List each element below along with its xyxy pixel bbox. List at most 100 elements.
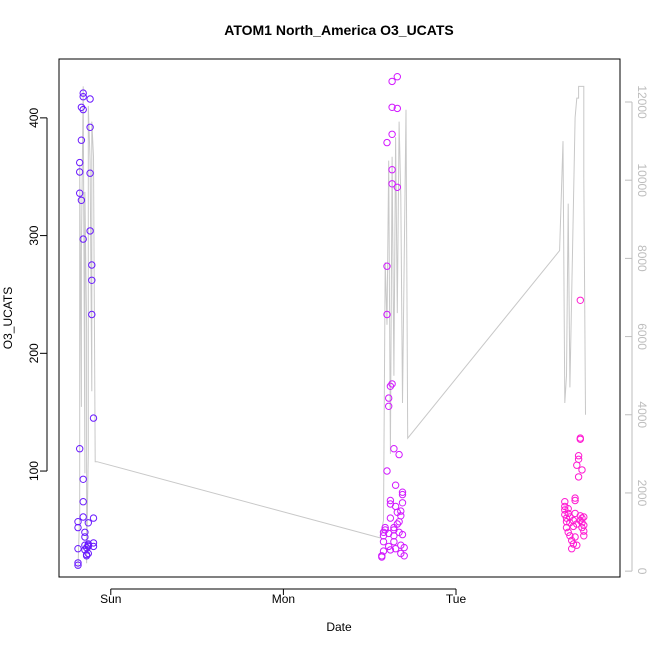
data-point bbox=[86, 123, 94, 132]
data-point bbox=[79, 235, 87, 243]
data-point bbox=[76, 168, 84, 176]
data-point bbox=[393, 520, 401, 528]
data-point bbox=[574, 473, 583, 481]
data-point bbox=[562, 523, 571, 532]
y2-tick-label: 10000 bbox=[635, 164, 649, 198]
data-point bbox=[383, 310, 391, 319]
data-point bbox=[571, 533, 579, 541]
data-point bbox=[386, 514, 395, 522]
data-point bbox=[397, 512, 405, 520]
data-point bbox=[571, 496, 579, 505]
data-point bbox=[390, 445, 398, 453]
data-point bbox=[385, 542, 393, 551]
y2-tick-label: 12000 bbox=[635, 85, 649, 119]
data-point bbox=[79, 89, 87, 97]
data-point bbox=[386, 496, 395, 505]
data-point bbox=[379, 547, 388, 555]
data-point bbox=[576, 512, 584, 520]
data-point bbox=[580, 532, 588, 540]
data-point bbox=[580, 527, 588, 535]
data-point bbox=[391, 545, 400, 553]
data-point bbox=[89, 539, 98, 547]
data-point bbox=[569, 540, 578, 548]
y2-tick-label: 4000 bbox=[635, 401, 649, 428]
data-point bbox=[84, 519, 93, 527]
data-point bbox=[88, 261, 96, 269]
data-point bbox=[89, 514, 98, 522]
data-point bbox=[81, 533, 89, 541]
y-tick-label: 300 bbox=[27, 225, 41, 245]
data-point bbox=[568, 545, 576, 553]
y-axis-label: O3_UCATS bbox=[1, 287, 15, 349]
data-point bbox=[574, 455, 583, 463]
axes: 100200300400020004000600080001000012000S… bbox=[27, 85, 649, 606]
data-point bbox=[580, 521, 588, 529]
data-point bbox=[79, 498, 87, 506]
data-point bbox=[89, 542, 98, 551]
data-point bbox=[76, 189, 84, 197]
data-point bbox=[395, 450, 403, 459]
data-point bbox=[84, 549, 93, 558]
data-point bbox=[398, 488, 407, 496]
data-point bbox=[383, 262, 391, 270]
data-point bbox=[398, 490, 407, 499]
data-point bbox=[77, 196, 86, 205]
data-point bbox=[578, 514, 586, 522]
data-point bbox=[383, 138, 391, 147]
data-point bbox=[79, 105, 87, 114]
x-tick-label: Sun bbox=[100, 592, 121, 606]
data-point bbox=[74, 545, 82, 553]
o3-points bbox=[74, 73, 588, 569]
data-point bbox=[74, 523, 82, 532]
data-point bbox=[385, 394, 393, 402]
data-point bbox=[571, 494, 579, 502]
data-point bbox=[388, 103, 396, 112]
data-point bbox=[74, 518, 82, 526]
data-point bbox=[388, 380, 396, 388]
data-point bbox=[393, 183, 401, 192]
data-point bbox=[398, 499, 407, 507]
data-point bbox=[79, 93, 87, 101]
y2-tick-label: 6000 bbox=[635, 323, 649, 350]
y2-tick-label: 2000 bbox=[635, 480, 649, 507]
data-point bbox=[391, 481, 400, 489]
data-point bbox=[89, 414, 98, 422]
data-point bbox=[378, 552, 386, 560]
data-point bbox=[79, 513, 87, 521]
data-point bbox=[388, 180, 396, 188]
y2-tick-label: 0 bbox=[635, 568, 649, 575]
data-point bbox=[580, 513, 588, 521]
data-point bbox=[381, 523, 389, 532]
data-point bbox=[86, 95, 94, 103]
data-point bbox=[562, 514, 571, 522]
data-point bbox=[574, 452, 583, 460]
data-point bbox=[564, 528, 572, 536]
data-point bbox=[400, 552, 408, 560]
data-point bbox=[74, 561, 82, 569]
data-point bbox=[578, 466, 586, 474]
data-point bbox=[79, 475, 87, 483]
data-point bbox=[561, 498, 569, 506]
data-point bbox=[400, 543, 408, 552]
x-tick-label: Mon bbox=[272, 592, 295, 606]
data-point bbox=[578, 523, 586, 532]
data-point bbox=[385, 402, 393, 410]
data-point bbox=[81, 528, 89, 536]
data-point bbox=[76, 445, 84, 453]
data-point bbox=[86, 169, 94, 177]
data-point bbox=[76, 158, 84, 167]
data-point bbox=[566, 532, 574, 540]
data-point bbox=[386, 546, 395, 554]
y-tick-label: 200 bbox=[27, 343, 41, 363]
series-line bbox=[77, 85, 586, 569]
data-point bbox=[390, 538, 398, 546]
data-point bbox=[393, 73, 401, 81]
data-point bbox=[398, 530, 407, 539]
data-point bbox=[82, 550, 91, 559]
data-point bbox=[562, 518, 571, 526]
x-axis-label: Date bbox=[326, 620, 352, 634]
x-tick-label: Tue bbox=[446, 592, 467, 606]
plot-frame bbox=[58, 58, 621, 578]
data-point bbox=[393, 104, 401, 113]
